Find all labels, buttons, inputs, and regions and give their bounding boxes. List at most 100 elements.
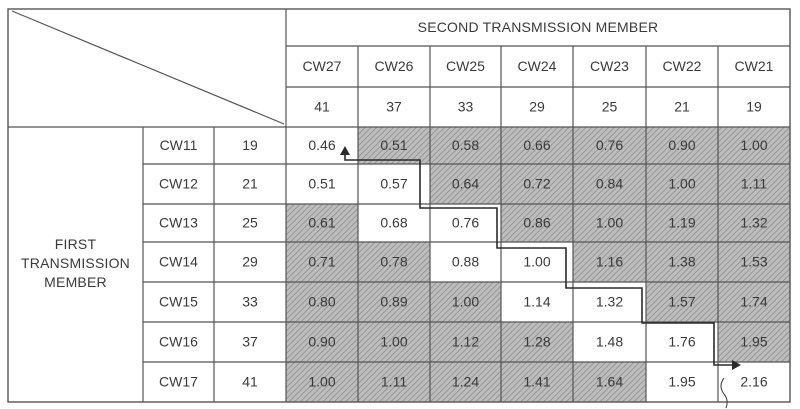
first-transmission-member-label: MEMBER bbox=[44, 274, 107, 290]
ratio-value: 1.00 bbox=[523, 254, 550, 270]
column-teeth: 37 bbox=[386, 99, 402, 115]
ratio-value: 1.41 bbox=[523, 374, 550, 390]
ratio-value: 0.80 bbox=[308, 294, 335, 310]
shaded-cell bbox=[646, 242, 718, 282]
ratio-value: 1.95 bbox=[668, 374, 695, 390]
shaded-cell bbox=[718, 204, 790, 242]
ratio-value: 0.78 bbox=[380, 254, 407, 270]
ratio-value: 1.38 bbox=[668, 254, 695, 270]
row-teeth: 21 bbox=[242, 176, 258, 192]
shaded-cell bbox=[646, 127, 718, 164]
ratio-value: 2.16 bbox=[740, 374, 767, 390]
shaded-cell bbox=[573, 242, 646, 282]
ratio-value: 1.00 bbox=[452, 294, 479, 310]
ratio-value: 1.32 bbox=[740, 215, 767, 231]
ratio-value: 0.66 bbox=[523, 137, 550, 153]
shaded-cell bbox=[358, 242, 430, 282]
column-teeth: 21 bbox=[674, 99, 690, 115]
row-teeth: 29 bbox=[242, 254, 258, 270]
ratio-value: 1.11 bbox=[741, 176, 767, 192]
column-name: CW24 bbox=[518, 58, 557, 74]
ratio-value: 1.57 bbox=[668, 294, 695, 310]
shaded-cell bbox=[430, 322, 501, 362]
row-teeth: 37 bbox=[242, 334, 258, 350]
column-name: CW21 bbox=[735, 58, 774, 74]
shaded-cell bbox=[646, 282, 718, 322]
row-name: CW14 bbox=[159, 254, 198, 270]
ratio-value: 1.74 bbox=[740, 294, 767, 310]
shaded-cell bbox=[286, 204, 358, 242]
ratio-value: 1.16 bbox=[596, 254, 623, 270]
row-name: CW11 bbox=[160, 137, 198, 153]
shaded-cell bbox=[286, 282, 358, 322]
shaded-cell bbox=[501, 164, 573, 204]
ratio-value: 1.53 bbox=[740, 254, 767, 270]
ratio-value: 0.57 bbox=[380, 176, 407, 192]
column-name: CW25 bbox=[446, 58, 485, 74]
second-transmission-member-title: SECOND TRANSMISSION MEMBER bbox=[418, 19, 659, 35]
row-name: CW16 bbox=[159, 334, 198, 350]
shaded-cell bbox=[573, 362, 646, 402]
arrowhead-icon bbox=[340, 146, 350, 155]
ratio-value: 1.19 bbox=[668, 215, 695, 231]
shaded-cell bbox=[501, 322, 573, 362]
shaded-cell bbox=[358, 362, 430, 402]
shaded-cell bbox=[501, 204, 573, 242]
shaded-cell bbox=[718, 164, 790, 204]
arrowhead-icon bbox=[732, 360, 741, 370]
ratio-value: 1.64 bbox=[596, 374, 623, 390]
ratio-value: 0.46 bbox=[308, 137, 335, 153]
shaded-cell bbox=[501, 127, 573, 164]
ratio-value: 0.90 bbox=[308, 334, 335, 350]
shaded-cell bbox=[646, 204, 718, 242]
shaded-cell bbox=[501, 362, 573, 402]
shaded-cell bbox=[718, 127, 790, 164]
ratio-value: 0.89 bbox=[380, 294, 407, 310]
shaded-cell bbox=[430, 164, 501, 204]
column-teeth: 29 bbox=[529, 99, 545, 115]
column-teeth: 19 bbox=[746, 99, 762, 115]
shaded-cell bbox=[718, 282, 790, 322]
ratio-value: 0.76 bbox=[452, 215, 479, 231]
shaded-cell bbox=[646, 164, 718, 204]
ratio-value: 1.11 bbox=[381, 374, 407, 390]
shaded-cell bbox=[573, 164, 646, 204]
ratio-value: 1.00 bbox=[308, 374, 335, 390]
row-name: CW12 bbox=[159, 176, 198, 192]
shaded-cell bbox=[430, 127, 501, 164]
row-teeth: 25 bbox=[242, 215, 258, 231]
shaded-cell bbox=[286, 322, 358, 362]
ratio-value: 0.86 bbox=[523, 215, 550, 231]
shift-path-line bbox=[344, 153, 733, 366]
table-border bbox=[7, 8, 791, 403]
ratio-value: 0.90 bbox=[668, 137, 695, 153]
shaded-cell bbox=[573, 127, 646, 164]
column-name: CW26 bbox=[375, 58, 414, 74]
shaded-cell bbox=[358, 322, 430, 362]
ratio-value: 1.28 bbox=[523, 334, 550, 350]
shaded-cell bbox=[286, 362, 358, 402]
ratio-value: 0.64 bbox=[452, 176, 479, 192]
ratio-value: 0.58 bbox=[452, 137, 479, 153]
ratio-value: 1.00 bbox=[740, 137, 767, 153]
ratio-value: 1.00 bbox=[380, 334, 407, 350]
column-name: CW23 bbox=[590, 58, 629, 74]
shaded-cell bbox=[573, 204, 646, 242]
row-name: CW17 bbox=[159, 374, 198, 390]
ratio-value: 1.32 bbox=[596, 294, 623, 310]
ratio-value: 1.48 bbox=[596, 334, 623, 350]
row-teeth: 41 bbox=[242, 374, 258, 390]
ratio-value: 0.72 bbox=[523, 176, 550, 192]
row-name: CW15 bbox=[159, 294, 198, 310]
ratio-value: 1.00 bbox=[668, 176, 695, 192]
ratio-value: 1.24 bbox=[452, 374, 479, 390]
ratio-value: 1.76 bbox=[668, 334, 695, 350]
shaded-cell bbox=[430, 282, 501, 322]
shaded-cell bbox=[430, 362, 501, 402]
corner-diagonal bbox=[11, 10, 285, 125]
column-teeth: 33 bbox=[458, 99, 474, 115]
ratio-value: 0.68 bbox=[380, 215, 407, 231]
shaded-cell bbox=[718, 242, 790, 282]
